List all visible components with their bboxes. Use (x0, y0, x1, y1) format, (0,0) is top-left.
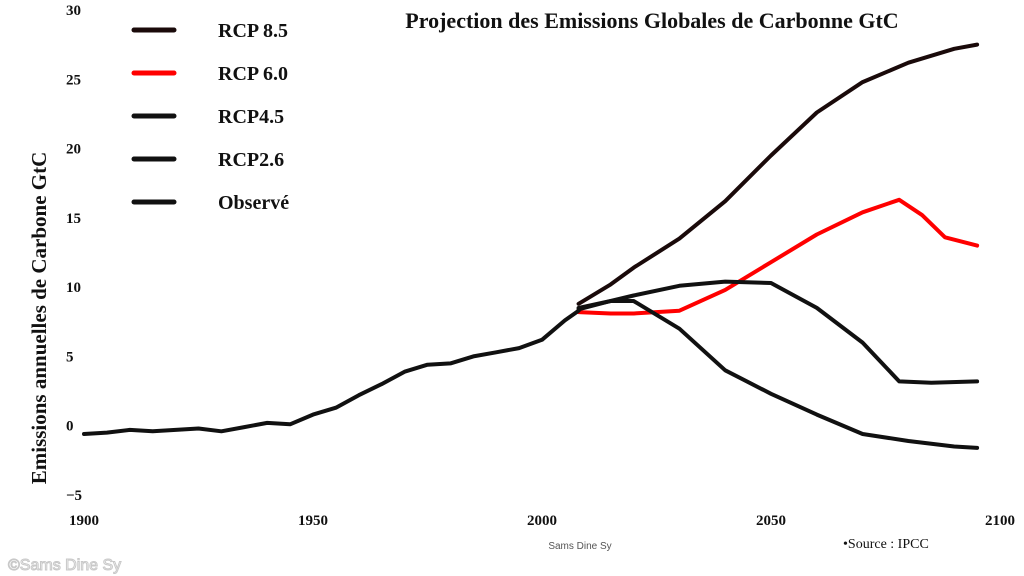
watermark: ©Sams Dine Sy (8, 557, 121, 574)
series-line-rcp-8-5 (576, 42, 980, 306)
tick-labels: 1900 1950 2000 2050 2100 −5 0 5 10 15 20 25 30 (66, 3, 1015, 529)
x-tick-label: 1900 (69, 513, 99, 529)
y-tick-label: 30 (66, 3, 81, 19)
series-line-observ (82, 308, 581, 436)
legend-label-observ: Observé (218, 192, 289, 214)
legend: RCP 8.5 RCP 6.0 RCP4.5 RCP2.6 Observé (131, 20, 289, 214)
legend-label-rcp-6-0: RCP 6.0 (218, 63, 288, 85)
series-line-rcp-6-0 (576, 197, 980, 316)
series-layer (82, 42, 980, 450)
y-tick-label: −5 (66, 488, 82, 504)
series-line-rcp2-6 (576, 299, 980, 450)
legend-label-rcp2-6: RCP2.6 (218, 149, 284, 171)
x-tick-label: 1950 (298, 513, 328, 529)
legend-label-rcp4-5: RCP4.5 (218, 106, 284, 128)
y-tick-label: 20 (66, 142, 81, 158)
y-tick-label: 10 (66, 280, 81, 296)
y-tick-label: 25 (66, 72, 81, 88)
x-tick-label: 2100 (985, 513, 1015, 529)
x-tick-label: 2050 (756, 513, 786, 529)
x-tick-label: 2000 (527, 513, 557, 529)
source-note: •Source : IPCC (843, 537, 929, 552)
chart-title: Projection des Emissions Globales de Car… (405, 8, 898, 33)
legend-label-rcp-8-5: RCP 8.5 (218, 20, 288, 42)
y-tick-label: 15 (66, 211, 81, 227)
y-tick-label: 5 (66, 349, 74, 365)
series-line-rcp4-5 (576, 279, 980, 385)
y-axis-label: Emissions annuelles de Carbone GtC (27, 152, 51, 485)
y-tick-label: 0 (66, 419, 74, 435)
credit-text: Sams Dine Sy (548, 541, 611, 552)
